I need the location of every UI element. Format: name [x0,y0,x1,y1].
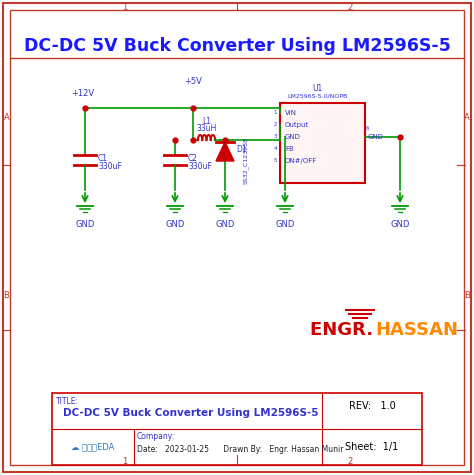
Text: Company:: Company: [137,432,175,441]
Bar [52,393,422,465]
Text: +5V: +5V [184,77,202,86]
Text: 2: 2 [347,457,353,466]
Text: 4: 4 [273,146,277,152]
Text: U1: U1 [312,84,323,93]
Text: A: A [4,114,9,123]
Text: DC-DC 5V Buck Converter Using LM2596S-5: DC-DC 5V Buck Converter Using LM2596S-5 [63,408,319,418]
Polygon shape [216,142,234,161]
Text: HASSAN: HASSAN [375,321,458,339]
Text: 1: 1 [273,111,277,115]
Text: SS32_C123938: SS32_C123938 [243,136,249,183]
Text: Sheet:  1/1: Sheet: 1/1 [346,442,399,452]
Text: C2: C2 [188,154,198,163]
Text: REV:   1.0: REV: 1.0 [348,401,395,411]
Text: B: B [4,291,9,300]
Text: ☁ 嘉立创EDA: ☁ 嘉立创EDA [71,443,115,452]
Text: 330uF: 330uF [98,162,122,171]
Text: Output: Output [285,122,309,128]
Text: 6: 6 [366,126,370,132]
Text: VIN: VIN [285,110,297,116]
Text: LM2596S-5.0/NOPB: LM2596S-5.0/NOPB [287,94,347,99]
Text: L1: L1 [202,117,211,126]
Text: 2: 2 [273,123,277,127]
Text: 1: 1 [122,2,128,11]
Text: 1: 1 [122,457,128,466]
Text: GND: GND [368,134,384,140]
Text: B: B [464,291,470,300]
Text: Date:   2023-01-25      Drawn By:   Engr. Hassan Munir: Date: 2023-01-25 Drawn By: Engr. Hassan … [137,445,344,454]
Text: 33uH: 33uH [196,124,217,133]
Text: ON#/OFF: ON#/OFF [285,158,317,164]
Text: GND: GND [75,220,95,229]
Bar [280,103,365,183]
Text: GND: GND [390,220,410,229]
Text: GND: GND [215,220,235,229]
Text: 2: 2 [347,2,353,11]
Text: C1: C1 [98,154,108,163]
Text: GND: GND [275,220,295,229]
Text: GND: GND [165,220,185,229]
Text: FB: FB [285,146,294,152]
Text: GND: GND [285,134,301,140]
Text: TITLE:: TITLE: [56,397,79,406]
Text: +12V: +12V [72,89,94,98]
Text: DC-DC 5V Buck Converter Using LM2596S-5: DC-DC 5V Buck Converter Using LM2596S-5 [24,37,450,55]
Text: A: A [464,114,470,123]
Text: 3: 3 [273,134,277,140]
Text: 330uF: 330uF [188,162,212,171]
Text: ENGR.: ENGR. [310,321,379,339]
Text: D1: D1 [236,145,246,154]
Text: 5: 5 [273,159,277,163]
